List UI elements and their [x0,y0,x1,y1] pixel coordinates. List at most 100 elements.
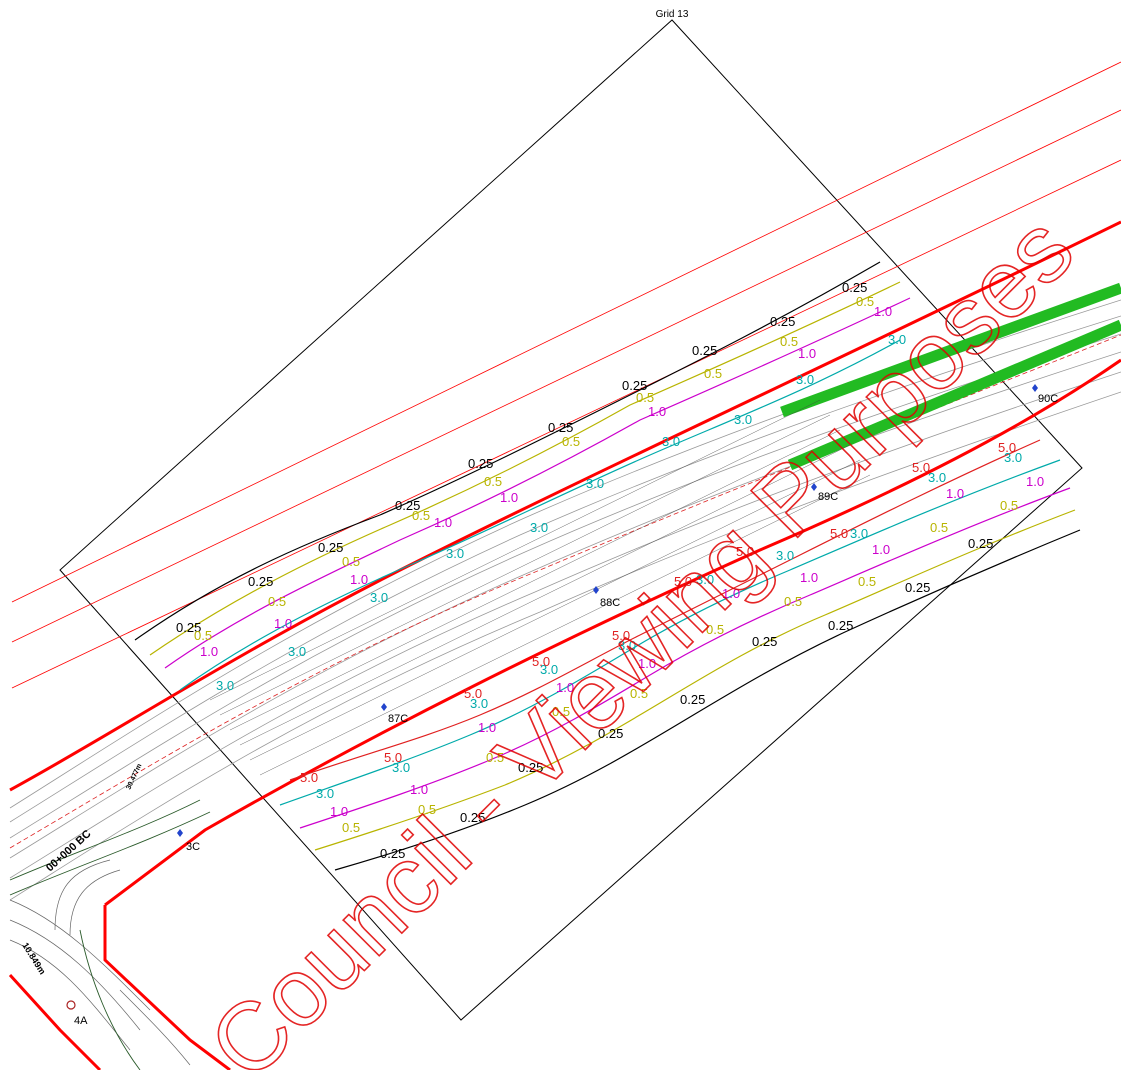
label-10: 1.0 [946,486,964,501]
label-10: 1.0 [648,404,666,419]
marker-label: 89C [818,491,838,503]
access-road-dark-lines [9,799,211,1070]
label-025: 0.25 [468,456,493,471]
label-10: 1.0 [556,680,574,695]
label-50: 5.0 [830,526,848,541]
label-30: 3.0 [1004,450,1022,465]
marker-87c[interactable]: 87C [381,703,408,725]
marker-pin-icon [177,829,183,837]
label-50: 5.0 [998,440,1016,455]
label-30: 3.0 [216,678,234,693]
label-50: 5.0 [612,628,630,643]
label-50: 5.0 [912,460,930,475]
road-corridor-lines [9,299,1121,901]
label-30: 3.0 [540,662,558,677]
label-50: 5.0 [736,544,754,559]
label-10: 1.0 [274,616,292,631]
label-025: 0.25 [622,378,647,393]
label-30: 3.0 [696,572,714,587]
marker-89c[interactable]: 89C [811,483,838,503]
label-30: 3.0 [392,760,410,775]
label-30: 3.0 [928,470,946,485]
label-05: 0.5 [562,434,580,449]
marker-label: 90C [1038,393,1058,405]
marker-pin-icon [811,483,817,491]
label-30: 3.0 [586,476,604,491]
label-30: 3.0 [288,644,306,659]
label-50: 5.0 [300,770,318,785]
label-05: 0.5 [704,366,722,381]
marker-90c[interactable]: 90C [1032,384,1058,405]
label-10: 1.0 [872,542,890,557]
label-025: 0.25 [548,420,573,435]
label-05: 0.5 [552,704,570,719]
label-05: 0.5 [784,594,802,609]
label-10: 1.0 [434,515,452,530]
label-025: 0.25 [680,692,705,707]
label-50: 5.0 [674,574,692,589]
label-30: 3.0 [446,546,464,561]
label-30: 3.0 [734,412,752,427]
label-05: 0.5 [342,554,360,569]
survey-point-icon [66,1000,76,1010]
label-10: 1.0 [410,782,428,797]
contours-upper [134,261,911,691]
contour-labels: 0.25 0.25 0.25 0.25 0.25 0.25 0.25 0.25 … [176,280,1044,861]
label-50: 5.0 [384,750,402,765]
label-10: 1.0 [722,586,740,601]
main-boundaries [8,220,1121,1070]
label-025: 0.25 [318,540,343,555]
label-30: 3.0 [618,638,636,653]
marker-label: 4A [74,1015,88,1027]
label-10: 1.0 [500,490,518,505]
label-025: 0.25 [692,343,717,358]
chainage-main: 00+000 BC [44,828,94,874]
marker-3c[interactable]: 3C [177,829,200,853]
label-025: 0.25 [248,574,273,589]
label-10: 1.0 [330,804,348,819]
label-05: 0.5 [412,508,430,523]
label-05: 0.5 [418,802,436,817]
label-30: 3.0 [776,548,794,563]
label-025: 0.25 [752,634,777,649]
label-025: 0.25 [828,618,853,633]
marker-label: 88C [600,597,620,609]
label-30: 3.0 [662,434,680,449]
green-strips [780,282,1121,471]
label-30: 3.0 [370,590,388,605]
label-05: 0.5 [484,474,502,489]
label-05: 0.5 [630,686,648,701]
label-025: 0.25 [460,810,485,825]
label-30: 3.0 [796,372,814,387]
marker-pin-icon [381,703,387,711]
label-025: 0.25 [842,280,867,295]
marker-pin-icon [1032,384,1038,392]
label-10: 1.0 [1026,474,1044,489]
label-025: 0.25 [598,726,623,741]
label-025: 0.25 [518,760,543,775]
label-10: 1.0 [638,656,656,671]
contours-lower [279,439,1081,871]
marker-4a[interactable]: 4A [66,1000,88,1027]
label-10: 1.0 [800,570,818,585]
label-025: 0.25 [968,536,993,551]
marker-label: 3C [186,841,200,853]
label-05: 0.5 [780,334,798,349]
label-30: 3.0 [470,696,488,711]
label-05: 0.5 [856,294,874,309]
grid-13-frame [59,19,1083,1021]
survey-grid-lines [209,399,871,776]
label-05: 0.5 [930,520,948,535]
label-025: 0.25 [395,498,420,513]
label-025: 0.25 [176,620,201,635]
label-05: 0.5 [706,622,724,637]
label-10: 1.0 [350,572,368,587]
marker-88c[interactable]: 88C [593,586,620,609]
chainage-labels: 00+000 BC 10.849m 30.477m [20,763,143,976]
label-10: 1.0 [874,304,892,319]
label-05: 0.5 [636,390,654,405]
label-05: 0.5 [1000,498,1018,513]
label-025: 0.25 [770,314,795,329]
label-50: 5.0 [464,686,482,701]
